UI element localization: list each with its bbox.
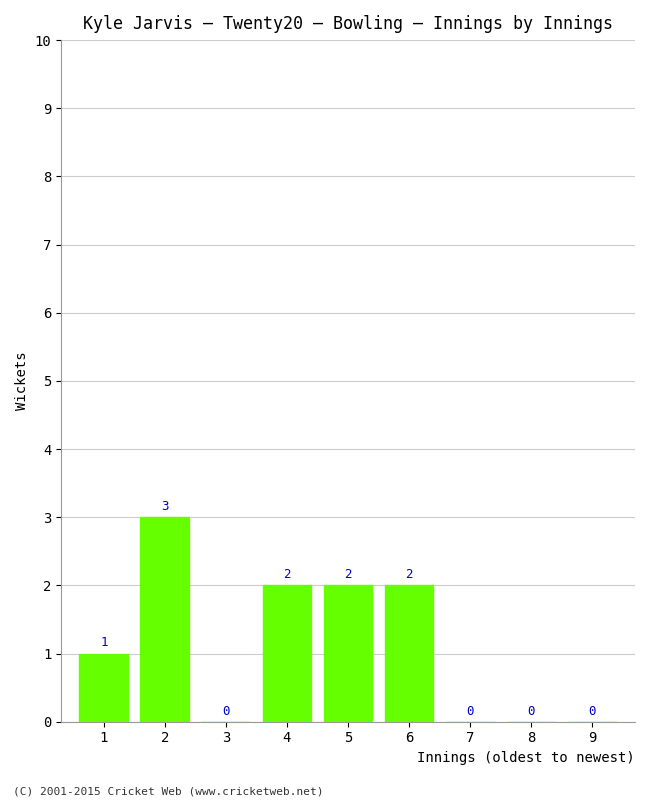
Bar (385, 586, 434, 722)
Text: 0: 0 (527, 705, 535, 718)
Bar (263, 586, 311, 722)
Text: 2: 2 (344, 568, 352, 582)
Text: 0: 0 (588, 705, 596, 718)
Bar (324, 586, 372, 722)
Text: 1: 1 (100, 637, 107, 650)
Text: 2: 2 (406, 568, 413, 582)
Title: Kyle Jarvis – Twenty20 – Bowling – Innings by Innings: Kyle Jarvis – Twenty20 – Bowling – Innin… (83, 15, 613, 33)
Text: 0: 0 (467, 705, 474, 718)
X-axis label: Innings (oldest to newest): Innings (oldest to newest) (417, 751, 635, 765)
Bar (140, 518, 189, 722)
Text: 2: 2 (283, 568, 291, 582)
Text: 3: 3 (161, 500, 168, 513)
Text: (C) 2001-2015 Cricket Web (www.cricketweb.net): (C) 2001-2015 Cricket Web (www.cricketwe… (13, 786, 324, 796)
Bar (79, 654, 128, 722)
Y-axis label: Wickets: Wickets (15, 352, 29, 410)
Text: 0: 0 (222, 705, 229, 718)
